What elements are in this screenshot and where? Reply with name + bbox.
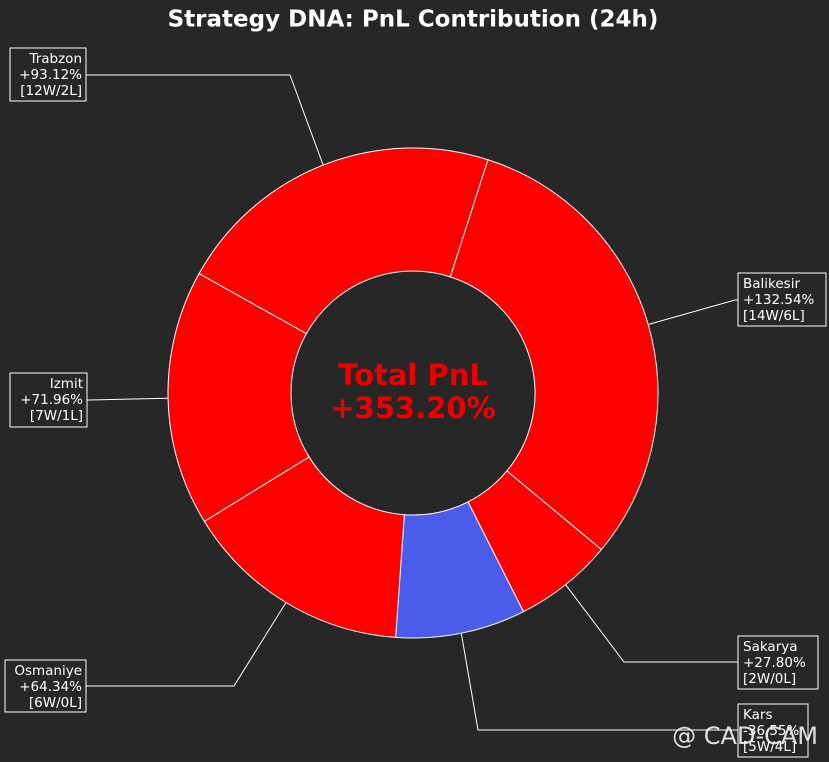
label-box — [9, 47, 87, 102]
connector — [86, 74, 324, 166]
label-value: +93.12% — [19, 67, 82, 83]
connector — [565, 584, 738, 663]
label-value: +64.34% — [19, 679, 82, 695]
label-name: Osmaniye — [14, 663, 82, 679]
label-box — [9, 372, 88, 428]
label-name: Izmit — [50, 376, 83, 392]
connector — [460, 633, 738, 731]
label-record: [12W/2L] — [20, 83, 82, 99]
connector — [87, 397, 169, 401]
label-name: Trabzon — [28, 51, 82, 67]
wedge — [203, 456, 405, 638]
label-value: +132.54% — [743, 292, 815, 308]
label-record: [7W/1L] — [30, 408, 83, 424]
label-box — [737, 272, 827, 327]
wedge — [198, 147, 489, 335]
label-record: [2W/0L] — [743, 671, 796, 687]
donut — [167, 147, 659, 639]
label-box — [737, 703, 809, 758]
label-name: Balikesir — [743, 276, 800, 292]
connector — [86, 602, 287, 687]
label-box — [4, 659, 87, 713]
label-name: Sakarya — [743, 639, 798, 655]
label-record: [5W/4L] — [743, 739, 796, 755]
labels: Balikesir+132.54%[14W/6L]Sakarya+27.80%[… — [4, 47, 827, 758]
chart-title: Strategy DNA: PnL Contribution (24h) — [168, 7, 659, 33]
center-value: +353.20% — [330, 391, 495, 425]
wedge — [449, 159, 659, 551]
label-record: [14W/6L] — [743, 308, 805, 324]
wedge — [167, 272, 310, 523]
label-value: +71.96% — [20, 392, 83, 408]
label-value: -36.55% — [743, 723, 800, 739]
connector — [648, 299, 738, 325]
label-box — [737, 635, 819, 690]
label-value: +27.80% — [743, 655, 806, 671]
label-name: Kars — [743, 707, 772, 723]
label-record: [6W/0L] — [29, 695, 82, 711]
watermark: @ CAD-CAM — [672, 722, 818, 750]
center-title: Total PnL — [338, 358, 488, 392]
